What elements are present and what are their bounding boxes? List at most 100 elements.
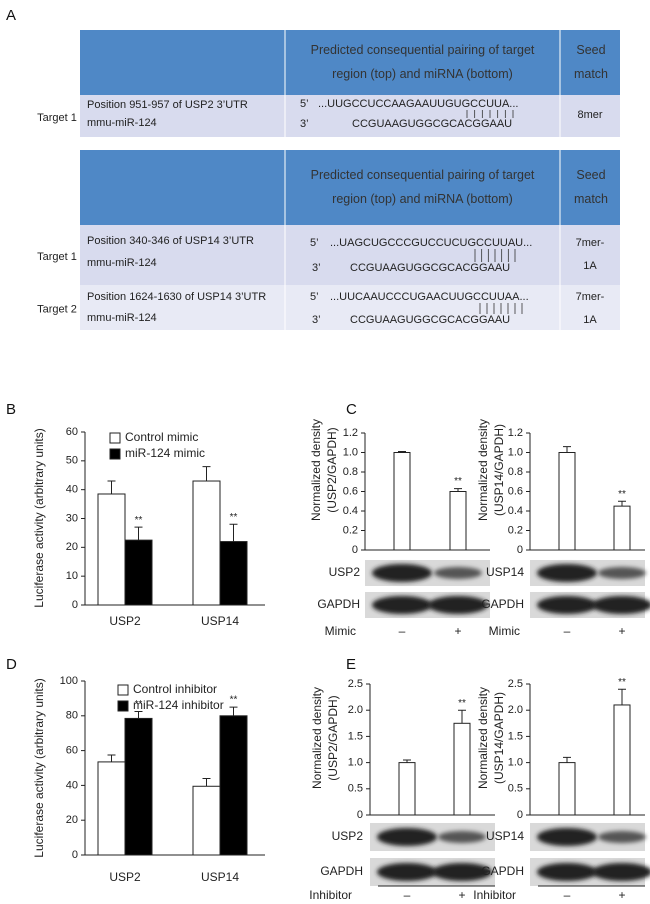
mirna-sequence: CCGUAAGUGGCGCACGGAAU (350, 314, 510, 326)
blot-band (592, 596, 650, 614)
x-tick-label: USP2 (109, 870, 141, 884)
y-axis-label: Luciferase activity (arbitrary units) (32, 428, 46, 607)
y-axis-label: Normalized density (476, 419, 490, 521)
y-tick-label: 0.2 (343, 524, 358, 536)
x-axis-label: Inhibitor (473, 888, 516, 902)
target-region: Position 1624-1630 of USP14 3’UTR (87, 291, 266, 303)
bar (124, 539, 153, 606)
bar (398, 762, 416, 816)
error-bar (229, 523, 238, 542)
x-tick-label: USP14 (201, 870, 239, 884)
error-bar (229, 706, 238, 716)
blot-band (377, 828, 437, 846)
x-tick-label: USP2 (109, 614, 141, 628)
legend-label: miR-124 inhibitor (133, 698, 224, 712)
error-bar (563, 446, 571, 453)
table-row (80, 95, 620, 137)
target-sequence: ...UAGCUGCCCGUCCUCUGCCUUAU... (330, 237, 532, 249)
y-tick-label: 0 (517, 809, 523, 821)
y-axis-label: Normalized density (309, 419, 323, 521)
y-axis-label: Normalized density (310, 687, 324, 789)
y-tick-label: 0 (72, 849, 78, 861)
legend-swatch (117, 684, 129, 696)
blot-band (372, 564, 432, 582)
bar (97, 761, 126, 856)
prime-5: 5’ (310, 237, 319, 249)
y-tick-label: 1.0 (508, 757, 523, 769)
y-tick-label: 1.2 (508, 427, 523, 439)
y-tick-label: 1.5 (348, 730, 363, 742)
blot-label: USP2 (332, 829, 364, 843)
header-text: Predicted consequential pairing of targe… (311, 43, 535, 57)
mirna-name: mmu-miR-124 (87, 257, 157, 269)
blot-band (598, 567, 646, 579)
y-axis-label: Normalized density (476, 687, 490, 789)
legend-label: miR-124 mimic (125, 446, 205, 460)
error-bar (618, 688, 626, 705)
y-tick-label: 2.5 (508, 678, 523, 690)
blot-label: GAPDH (481, 864, 524, 878)
y-axis-label: (USP2/GAPDH) (325, 427, 339, 512)
seed-match: 1A (583, 314, 597, 326)
y-tick-label: 0 (357, 809, 363, 821)
prime-3: 3’ (312, 262, 321, 274)
y-tick-label: 60 (66, 426, 78, 438)
header-text: Seed (576, 43, 605, 57)
x-tick-label: – (399, 624, 406, 638)
blot-label: GAPDH (481, 597, 524, 611)
legend-swatch (117, 700, 129, 712)
mirna-sequence: CCGUAAGUGGCGCACGGAAU (352, 118, 512, 130)
y-tick-label: 50 (66, 455, 78, 467)
y-tick-label: 0.8 (343, 466, 358, 478)
target-sequence: ...UUCAAUCCCUGAACUUGCCUUAA... (330, 291, 529, 303)
y-tick-label: 1.0 (348, 757, 363, 769)
seed-match: 7mer- (576, 291, 605, 303)
bar (558, 762, 576, 816)
y-axis-label: (USP2/GAPDH) (326, 695, 340, 780)
y-tick-label: 0 (517, 544, 523, 556)
error-bar (454, 488, 462, 492)
y-tick-label: 0.6 (343, 485, 358, 497)
blot-band (438, 831, 486, 843)
y-axis-label: Luciferase activity (arbitrary units) (32, 678, 46, 857)
significance: ** (454, 476, 462, 487)
prime-5: 5’ (300, 98, 309, 110)
error-bar (398, 451, 406, 453)
mirna-name: mmu-miR-124 (87, 117, 157, 129)
header-text: Seed (576, 168, 605, 182)
significance: ** (618, 677, 626, 688)
legend-label: Control inhibitor (133, 682, 217, 696)
y-tick-label: 0.2 (508, 524, 523, 536)
y-tick-label: 0.8 (508, 466, 523, 478)
significance: ** (135, 515, 143, 526)
y-tick-label: 40 (66, 484, 78, 496)
y-tick-label: 1.5 (508, 730, 523, 742)
mirna-name: mmu-miR-124 (87, 312, 157, 324)
blot-band (372, 596, 432, 614)
x-tick-label: – (564, 624, 571, 638)
y-axis-label: (USP14/GAPDH) (492, 424, 506, 516)
x-tick-label: – (564, 888, 571, 902)
y-tick-label: 2.5 (348, 678, 363, 690)
error-bar (563, 756, 571, 763)
error-bar (403, 759, 411, 763)
y-axis-label: (USP14/GAPDH) (492, 692, 506, 784)
y-tick-label: 60 (66, 745, 78, 757)
x-axis-label: Mimic (325, 624, 356, 638)
mirna-sequence: CCGUAAGUGGCGCACGGAAU (350, 262, 510, 274)
header-text: match (574, 67, 608, 81)
blot-band (537, 564, 597, 582)
table-header (80, 30, 620, 95)
y-tick-label: 30 (66, 512, 78, 524)
bar (192, 785, 221, 856)
bar (219, 541, 248, 606)
x-tick-label: + (618, 624, 625, 638)
blot-label: USP14 (486, 829, 524, 843)
error-bar (202, 466, 211, 482)
error-bar (134, 526, 143, 541)
table-row (80, 285, 620, 330)
legend-swatch (109, 432, 121, 444)
bar (613, 505, 631, 551)
header-text: region (top) and miRNA (bottom) (332, 67, 513, 81)
